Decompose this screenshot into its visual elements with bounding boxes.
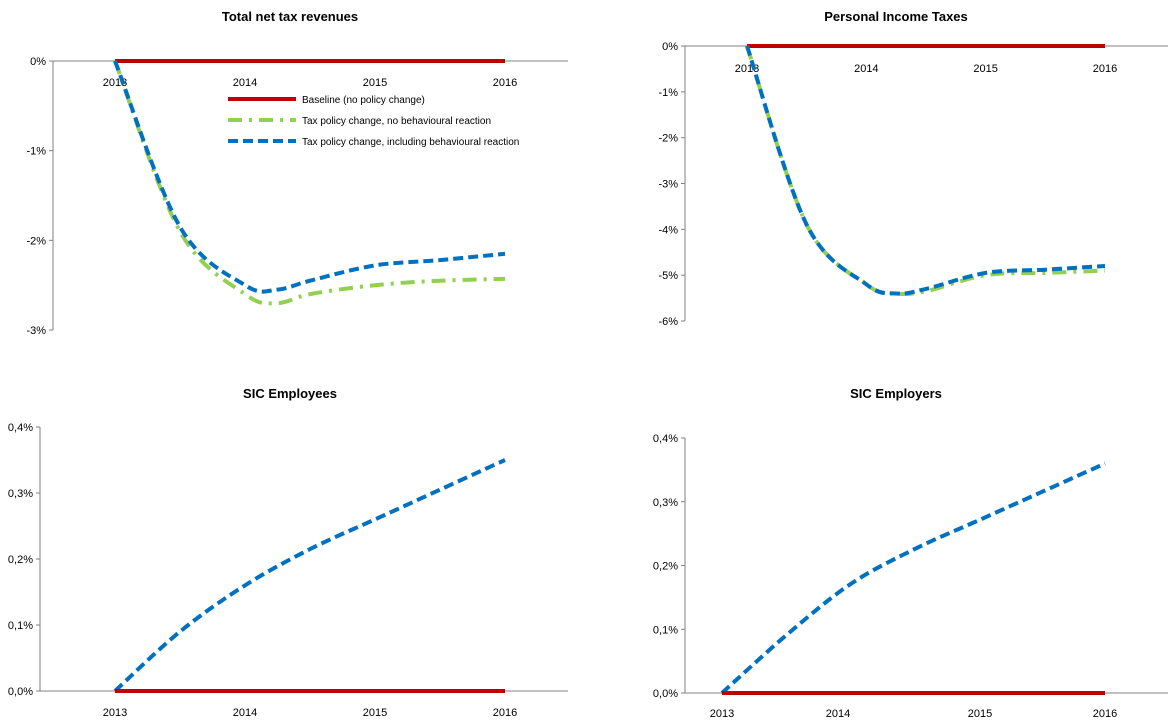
y-tick-label: -1% <box>26 146 46 158</box>
y-tick-label: -1% <box>658 87 678 99</box>
x-tick-label: 2013 <box>710 708 734 720</box>
y-tick-label: 0% <box>30 56 46 68</box>
y-tick-label: 0% <box>662 41 678 53</box>
y-tick-label: 0,0% <box>8 686 33 698</box>
chart-title: SIC Employees <box>243 386 337 401</box>
x-tick-label: 2014 <box>233 77 257 89</box>
chart-panel-4: SIC Employers 0,4% 0,3% 0,2% 0,1% 0,0% 2013 201… <box>653 386 1168 720</box>
x-tick-label: 2016 <box>493 77 517 89</box>
legend-label-1: Baseline (no policy change) <box>302 95 425 106</box>
y-tick-label: -4% <box>658 224 678 236</box>
y-tick-label: 0,1% <box>653 624 678 636</box>
x-tick-label: 2016 <box>1093 708 1117 720</box>
x-tick-label: 2016 <box>1093 63 1117 75</box>
y-tick-label: 0,4% <box>8 422 33 434</box>
y-tick-label: -2% <box>658 133 678 145</box>
y-tick-label: -5% <box>658 270 678 282</box>
x-tick-label: 2014 <box>826 708 850 720</box>
y-tick-label: -6% <box>658 316 678 328</box>
y-tick-label: 0,2% <box>653 561 678 573</box>
x-tick-label: 2015 <box>973 63 997 75</box>
x-tick-label: 2015 <box>968 708 992 720</box>
series-line-3 <box>113 458 506 693</box>
y-tick-label: 0,3% <box>653 497 678 509</box>
legend: Baseline (no policy change) Tax policy ch… <box>228 95 519 148</box>
series-line-3 <box>720 461 1106 695</box>
series-line-3 <box>745 45 1106 296</box>
chart-title: Total net tax revenues <box>222 9 358 24</box>
x-tick-label: 2016 <box>493 707 517 719</box>
legend-label-3: Tax policy change, including behavioural… <box>302 137 519 148</box>
y-tick-label: 0,4% <box>653 433 678 445</box>
chart-panel-2: Personal Income Taxes 0% -1% -2% -3% -4% -5% -6… <box>658 9 1168 328</box>
x-tick-label: 2015 <box>363 77 387 89</box>
series-line-3 <box>113 60 506 294</box>
series-line-2 <box>745 45 1106 297</box>
y-tick-label: -2% <box>26 235 46 247</box>
y-tick-label: -3% <box>26 325 46 337</box>
y-tick-label: 0,2% <box>8 554 33 566</box>
x-tick-label: 2014 <box>854 63 878 75</box>
y-tick-label: 0,1% <box>8 620 33 632</box>
legend-label-2: Tax policy change, no behavioural reacti… <box>302 116 491 127</box>
chart-title: Personal Income Taxes <box>824 9 968 24</box>
x-tick-label: 2015 <box>363 707 387 719</box>
chart-panel-3: SIC Employees 0,4% 0,3% 0,2% 0,1% 0,0% 2013 201… <box>8 386 568 719</box>
y-tick-label: 0,3% <box>8 488 33 500</box>
y-tick-label: 0,0% <box>653 688 678 700</box>
chart-title: SIC Employers <box>850 386 942 401</box>
y-tick-label: -3% <box>658 179 678 191</box>
x-tick-label: 2014 <box>233 707 257 719</box>
x-tick-label: 2013 <box>103 707 127 719</box>
